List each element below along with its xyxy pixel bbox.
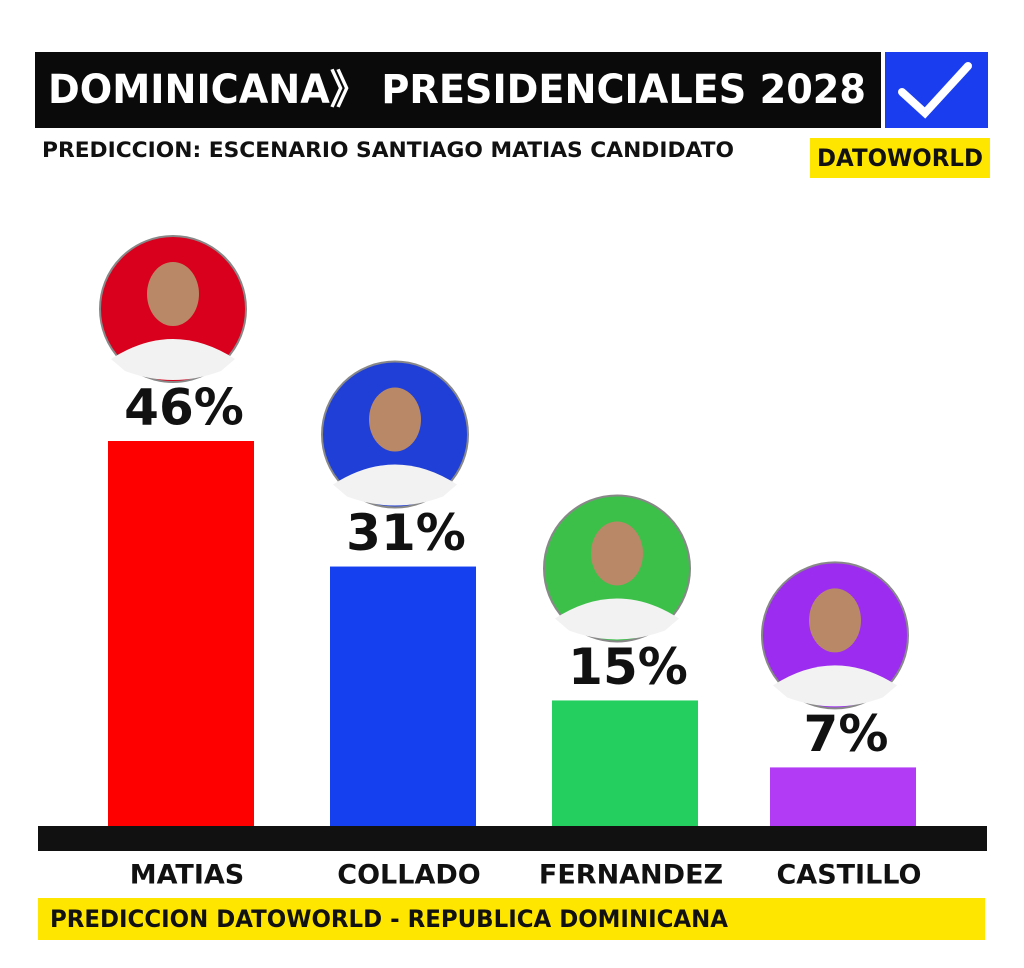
- x-tick-label: COLLADO: [337, 860, 480, 891]
- chart-subtitle: PREDICCION: ESCENARIO SANTIAGO MATIAS CA…: [42, 138, 734, 162]
- value-label: 46%: [124, 379, 244, 437]
- bar: [770, 767, 916, 826]
- bar: [330, 566, 476, 826]
- photo-face: [147, 262, 199, 326]
- photo-face: [591, 521, 643, 586]
- chart-title: DOMINICANA》 PRESIDENCIALES 2028: [48, 67, 866, 113]
- bar: [552, 700, 698, 826]
- brand: DATOWORLD: [817, 144, 983, 172]
- footer-bar: [38, 898, 985, 940]
- x-tick-label: CASTILLO: [776, 860, 921, 891]
- photo-face: [809, 588, 861, 653]
- check-icon: [898, 62, 972, 119]
- value-label: 31%: [346, 504, 466, 562]
- photo-silhouette: [111, 339, 235, 380]
- value-label: 7%: [804, 705, 889, 763]
- brand-box: [810, 138, 990, 178]
- value-label: 15%: [568, 638, 688, 696]
- x-tick-label: FERNANDEZ: [539, 860, 723, 891]
- photo-face: [369, 387, 421, 452]
- photo-silhouette: [773, 665, 897, 707]
- title-bar: [35, 52, 881, 128]
- footer: PREDICCION DATOWORLD - REPUBLICA DOMINIC…: [50, 905, 728, 933]
- baseline: [38, 826, 987, 851]
- photo-silhouette: [333, 464, 457, 506]
- x-tick-label: MATIAS: [130, 860, 244, 891]
- photo-silhouette: [555, 598, 679, 640]
- bar: [108, 441, 254, 826]
